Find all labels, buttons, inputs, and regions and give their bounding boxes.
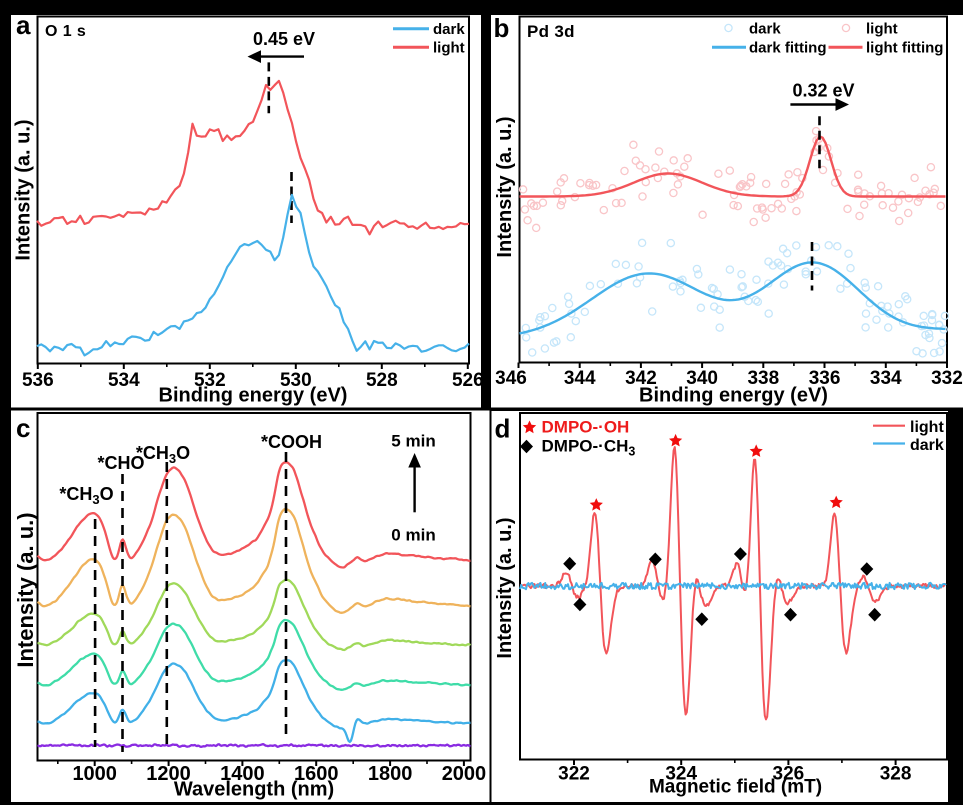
svg-text:1200: 1200 — [146, 763, 191, 785]
svg-text:0 min: 0 min — [391, 526, 435, 545]
svg-text:1600: 1600 — [294, 763, 339, 785]
svg-text:338: 338 — [747, 368, 779, 389]
svg-text:*COOH: *COOH — [261, 432, 322, 452]
svg-text:332: 332 — [931, 368, 963, 389]
svg-text:534: 534 — [108, 370, 140, 391]
svg-text:328: 328 — [880, 764, 912, 785]
svg-text:O 1 s: O 1 s — [45, 23, 86, 40]
svg-text:1800: 1800 — [368, 763, 413, 785]
svg-text:Pd 3d: Pd 3d — [527, 22, 575, 41]
svg-text:340: 340 — [686, 368, 718, 389]
svg-text:324: 324 — [665, 764, 697, 785]
svg-text:*CH3O: *CH3O — [59, 484, 113, 507]
svg-text:DMPO-·OH: DMPO-·OH — [542, 418, 630, 437]
svg-text:dark: dark — [433, 21, 465, 38]
svg-text:530: 530 — [280, 370, 312, 391]
svg-text:344: 344 — [564, 368, 596, 389]
svg-text:526: 526 — [452, 370, 484, 391]
svg-text:Intensity (a. u.): Intensity (a. u.) — [13, 512, 38, 667]
svg-text:dark fitting: dark fitting — [749, 40, 827, 57]
svg-text:Intensity (a. u.): Intensity (a. u.) — [13, 119, 35, 260]
svg-text:0.32 eV: 0.32 eV — [792, 81, 854, 101]
svg-text:light fitting: light fitting — [866, 40, 943, 57]
svg-text:a: a — [16, 10, 31, 40]
svg-text:528: 528 — [366, 370, 398, 391]
svg-text:0.45 eV: 0.45 eV — [253, 29, 315, 49]
svg-text:1000: 1000 — [72, 763, 117, 785]
svg-text:*CHO: *CHO — [97, 453, 144, 473]
svg-text:dark: dark — [910, 437, 944, 454]
svg-text:Intensity (a. u.): Intensity (a. u.) — [494, 116, 516, 257]
svg-text:Binding energy (eV): Binding energy (eV) — [639, 385, 828, 407]
svg-text:DMPO-·CH3: DMPO-·CH3 — [542, 437, 636, 459]
svg-text:Intensity (a. u.): Intensity (a. u.) — [494, 517, 516, 658]
svg-text:b: b — [494, 13, 510, 43]
svg-text:c: c — [16, 413, 30, 443]
svg-text:Wavelength (nm): Wavelength (nm) — [174, 779, 334, 801]
svg-text:Magnetic field (mT): Magnetic field (mT) — [649, 777, 822, 798]
svg-text:light: light — [433, 40, 465, 57]
svg-text:Binding energy (eV): Binding energy (eV) — [159, 385, 348, 407]
svg-text:d: d — [495, 414, 511, 444]
svg-text:536: 536 — [22, 370, 54, 391]
svg-text:342: 342 — [625, 368, 657, 389]
svg-text:336: 336 — [809, 368, 841, 389]
svg-text:334: 334 — [870, 368, 902, 389]
svg-text:*CH3O: *CH3O — [136, 443, 190, 466]
svg-text:2000: 2000 — [442, 763, 487, 785]
svg-text:346: 346 — [495, 368, 527, 389]
svg-text:1400: 1400 — [220, 763, 265, 785]
svg-text:322: 322 — [558, 764, 590, 785]
svg-text:5 min: 5 min — [391, 432, 435, 451]
svg-text:326: 326 — [773, 764, 805, 785]
svg-text:532: 532 — [194, 370, 226, 391]
svg-text:light: light — [910, 419, 944, 436]
svg-text:light: light — [866, 21, 898, 38]
svg-text:dark: dark — [749, 21, 781, 38]
